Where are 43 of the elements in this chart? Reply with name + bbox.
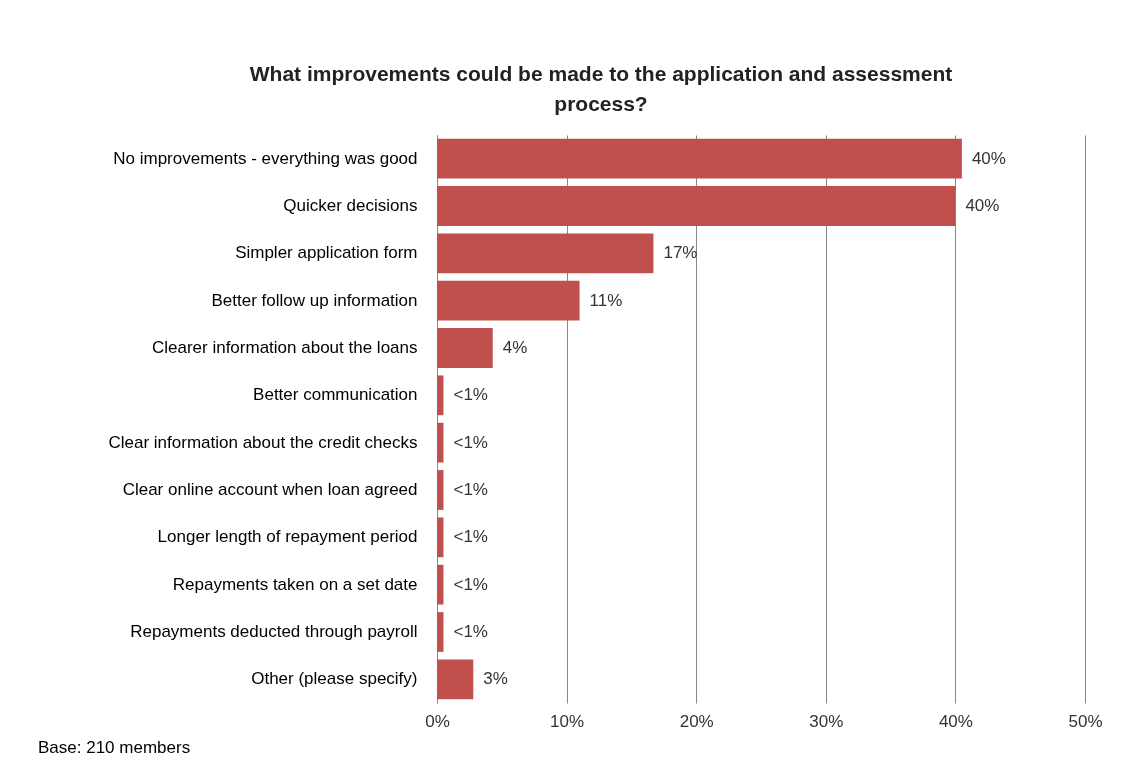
data-label: 11%	[589, 290, 623, 310]
y-tick-label: Better follow up information	[211, 290, 418, 310]
bar	[437, 233, 654, 274]
bar	[437, 612, 444, 652]
y-tick-label: Clear online account when loan agreed	[122, 480, 418, 499]
x-tick-label: 30%	[809, 711, 844, 731]
bar	[437, 517, 444, 558]
bar	[437, 564, 444, 605]
y-tick-label: Repayments taken on a set date	[172, 574, 418, 594]
bar	[437, 375, 444, 416]
y-tick-label: Clearer information about the loans	[151, 338, 418, 357]
y-tick-label: Longer length of repayment period	[157, 527, 418, 547]
x-tick-label: 40%	[938, 711, 973, 731]
chart-title: What improvements could be made to the application and assessment process?	[249, 62, 953, 115]
bar	[437, 186, 956, 226]
y-tick-label: No improvements - everything was good	[113, 148, 418, 168]
note-text: Base: 210 members	[38, 738, 191, 758]
data-label: <1%	[453, 622, 488, 641]
y-tick-label: Simpler application form	[235, 243, 418, 263]
data-label: <1%	[453, 432, 488, 452]
y-tick-label: Quicker decisions	[283, 196, 418, 215]
data-label: <1%	[453, 480, 488, 499]
y-tick-label: Repayments deducted through payroll	[130, 622, 418, 641]
data-label: 3%	[483, 669, 508, 689]
bar	[437, 422, 444, 463]
bar	[437, 470, 444, 510]
data-label: <1%	[453, 385, 488, 405]
bar	[437, 659, 474, 700]
data-label: <1%	[453, 574, 488, 594]
bar	[437, 280, 580, 321]
data-label: 40%	[971, 148, 1006, 168]
data-label: 40%	[965, 196, 1000, 215]
x-tick-label: 50%	[1068, 711, 1103, 731]
bar	[437, 328, 493, 368]
data-label: 4%	[502, 338, 528, 357]
x-tick-label: 0%	[425, 711, 450, 731]
bar	[437, 138, 962, 179]
y-tick-label: Other (please specify)	[251, 669, 418, 689]
x-tick-label: 10%	[550, 711, 585, 731]
y-tick-label: Clear information about the credit checks	[108, 432, 418, 452]
y-tick-label: Better communication	[253, 385, 418, 405]
x-tick-label: 20%	[679, 711, 714, 731]
data-label: <1%	[453, 527, 488, 547]
